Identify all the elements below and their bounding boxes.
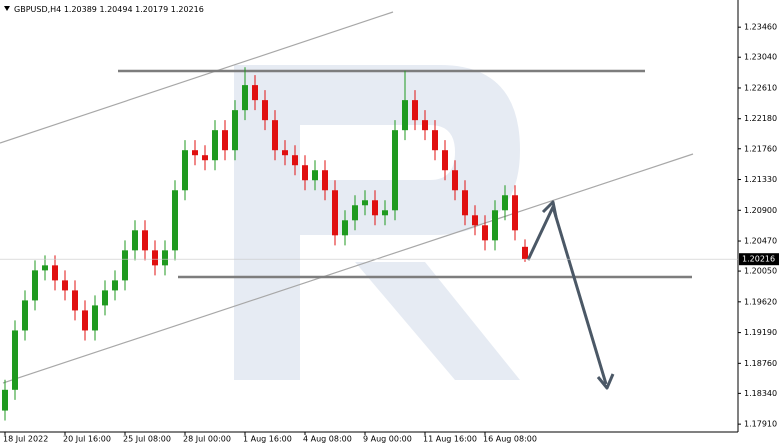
y-tick-label: 1.22610 bbox=[744, 83, 777, 92]
y-tick-label: 1.20050 bbox=[744, 267, 777, 276]
watermark-leg bbox=[355, 262, 520, 380]
x-tick-label: 9 Aug 00:00 bbox=[363, 435, 412, 444]
header-close: 1.20216 bbox=[171, 5, 204, 14]
candle-body bbox=[82, 310, 88, 331]
candle-body bbox=[202, 155, 208, 161]
y-tick-label: 1.20470 bbox=[744, 237, 777, 246]
candle-body bbox=[252, 85, 258, 101]
chart-header: GBPUSD,H4 1.20389 1.20494 1.20179 1.2021… bbox=[14, 5, 204, 14]
y-tick-label: 1.18760 bbox=[744, 359, 777, 368]
candle-body bbox=[12, 330, 18, 390]
candle-body bbox=[22, 300, 28, 331]
candle-body bbox=[292, 155, 298, 166]
candle-body bbox=[452, 170, 458, 191]
y-tick-label: 1.23040 bbox=[744, 53, 777, 62]
candle-body bbox=[192, 150, 198, 156]
x-tick-label: 1 Aug 16:00 bbox=[243, 435, 292, 444]
candle-body bbox=[142, 230, 148, 251]
candle-body bbox=[122, 250, 128, 281]
candle-body bbox=[242, 85, 248, 111]
candle-body bbox=[352, 205, 358, 221]
x-tick-label: 16 Aug 08:00 bbox=[483, 435, 537, 444]
y-tick-label: 1.18340 bbox=[744, 389, 777, 398]
x-tick-label: 25 Jul 08:00 bbox=[123, 435, 171, 444]
candle-body bbox=[472, 215, 478, 226]
arrow-head-up bbox=[541, 200, 558, 218]
x-tick-label: 28 Jul 00:00 bbox=[183, 435, 231, 444]
candle-body bbox=[442, 150, 448, 171]
channel-upper bbox=[0, 11, 394, 144]
candle-body bbox=[362, 200, 368, 206]
y-tick-label: 1.19190 bbox=[744, 328, 777, 337]
header-open: 1.20389 bbox=[64, 5, 97, 14]
candle-body bbox=[222, 130, 228, 151]
channel-lower bbox=[2, 153, 694, 384]
candle-body bbox=[152, 250, 158, 266]
y-tick-label: 1.19620 bbox=[744, 297, 777, 306]
candle-body bbox=[72, 290, 78, 311]
candle-body bbox=[282, 150, 288, 156]
candle-body bbox=[522, 246, 528, 260]
watermark bbox=[234, 65, 520, 380]
candle-body bbox=[432, 130, 438, 151]
y-tick-label: 1.23460 bbox=[744, 23, 777, 32]
trend-lines bbox=[0, 11, 694, 384]
candle-body bbox=[502, 195, 508, 211]
current-price-label: 1.20216 bbox=[742, 255, 775, 264]
y-tick-label: 1.20900 bbox=[744, 206, 777, 215]
candle-body bbox=[112, 280, 118, 291]
candle-body bbox=[272, 120, 278, 151]
candle-body bbox=[302, 165, 308, 181]
candle-body bbox=[372, 200, 378, 216]
watermark-r bbox=[234, 65, 520, 380]
x-tick-label: 20 Jul 16:00 bbox=[63, 435, 111, 444]
candle-body bbox=[482, 225, 488, 241]
header-low: 1.20179 bbox=[135, 5, 168, 14]
x-tick-label: 11 Aug 16:00 bbox=[423, 435, 477, 444]
x-tick-label: 4 Aug 08:00 bbox=[303, 435, 352, 444]
candle-body bbox=[52, 265, 58, 281]
candle-body bbox=[102, 290, 108, 306]
candle-body bbox=[402, 100, 408, 131]
candle-body bbox=[322, 170, 328, 191]
candle-body bbox=[422, 120, 428, 131]
candle-body bbox=[182, 150, 188, 191]
candle-body bbox=[92, 305, 98, 331]
candle-body bbox=[172, 190, 178, 251]
arrow-head-down bbox=[596, 373, 615, 390]
candle-body bbox=[342, 220, 348, 236]
levels bbox=[118, 69, 692, 279]
candle-body bbox=[262, 100, 268, 121]
menu-triangle bbox=[4, 6, 10, 11]
header-high: 1.20494 bbox=[99, 5, 132, 14]
candle-body bbox=[62, 280, 68, 291]
y-tick-label: 1.22180 bbox=[744, 114, 777, 123]
candle-body bbox=[392, 130, 398, 211]
candle-body bbox=[42, 265, 48, 271]
symbol: GBPUSD,H4 bbox=[14, 5, 61, 14]
candle-body bbox=[212, 130, 218, 161]
candle-body bbox=[332, 190, 338, 236]
candle-body bbox=[412, 100, 418, 121]
candle-body bbox=[312, 170, 318, 181]
candle-body bbox=[492, 210, 498, 241]
candle-body bbox=[512, 195, 518, 231]
candle-body bbox=[32, 270, 38, 301]
candle-body bbox=[232, 110, 238, 151]
x-tick-label: 18 Jul 2022 bbox=[3, 435, 48, 444]
candle-body bbox=[382, 210, 388, 216]
y-tick-label: 1.21330 bbox=[744, 175, 777, 184]
candle-body bbox=[132, 230, 138, 251]
forecast-arrow bbox=[526, 200, 615, 390]
candle-body bbox=[462, 190, 468, 216]
y-tick-label: 1.17910 bbox=[744, 420, 777, 429]
candle-body bbox=[162, 250, 168, 266]
candle-body bbox=[2, 389, 8, 411]
current-price-box bbox=[739, 253, 779, 266]
candles bbox=[2, 67, 528, 421]
y-tick-label: 1.21760 bbox=[744, 144, 777, 153]
